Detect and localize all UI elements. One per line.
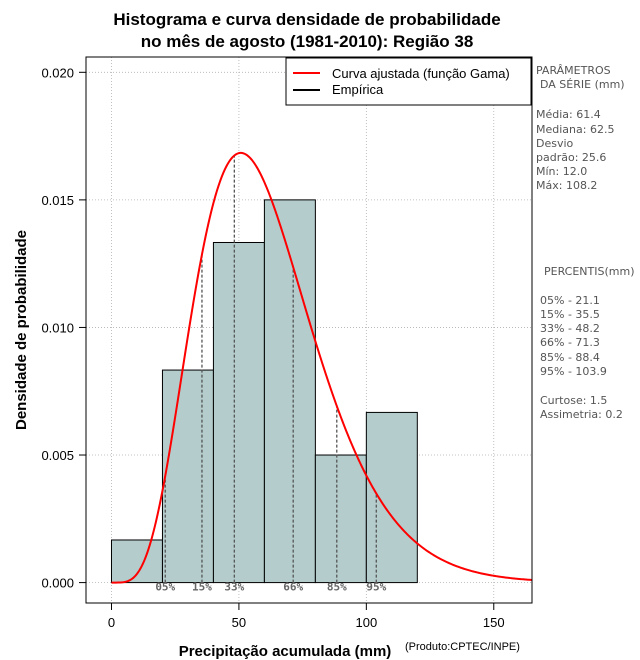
y-tick-label: 0.020 bbox=[41, 65, 74, 80]
histogram-bar bbox=[110, 539, 163, 584]
product-credit: (Produto:CPTEC/INPE) bbox=[405, 641, 520, 653]
percentile-marker-label: 05% bbox=[155, 581, 175, 594]
x-tick-label: 0 bbox=[108, 615, 115, 630]
stat-deviation-label: Desvio bbox=[536, 137, 574, 150]
x-axis: 0 50 100 150 bbox=[108, 602, 505, 630]
stat-std-dev: padrão: 25.6 bbox=[536, 151, 606, 164]
percentile-85: 85% - 88.4 bbox=[540, 351, 600, 364]
percentile-labels: 05% 15% 33% 66% 85% 95% bbox=[155, 581, 386, 594]
percentile-header: PERCENTIS(mm) bbox=[544, 265, 635, 278]
stat-median: Mediana: 62.5 bbox=[536, 123, 614, 136]
percentile-marker-label: 33% bbox=[224, 581, 244, 594]
x-tick-label: 50 bbox=[232, 615, 246, 630]
histogram-bar bbox=[161, 369, 214, 584]
percentile-marker-label: 85% bbox=[327, 581, 347, 594]
histogram-bar bbox=[212, 241, 265, 584]
y-axis: 0.000 0.005 0.010 0.015 0.020 bbox=[41, 65, 86, 591]
histogram-bars bbox=[110, 199, 418, 584]
chart-title-line-1: Histograma e curva densidade de probabil… bbox=[113, 10, 500, 29]
percentile-marker-label: 66% bbox=[283, 581, 303, 594]
stat-max: Máx: 108.2 bbox=[536, 179, 597, 192]
histogram-bar bbox=[365, 411, 418, 584]
percentile-marker-label: 15% bbox=[192, 581, 212, 594]
y-tick-label: 0.005 bbox=[41, 448, 74, 463]
histogram-bar bbox=[314, 454, 367, 584]
legend-label-fit: Curva ajustada (função Gama) bbox=[332, 66, 510, 81]
percentile-markers bbox=[164, 155, 377, 583]
x-axis-label: Precipitação acumulada (mm) bbox=[179, 643, 392, 660]
x-tick-label: 150 bbox=[483, 615, 505, 630]
x-tick-label: 100 bbox=[355, 615, 377, 630]
stat-min: Mín: 12.0 bbox=[536, 165, 587, 178]
percentile-95: 95% - 103.9 bbox=[540, 365, 607, 378]
side-panel: PARÂMETROS DA SÉRIE (mm) Média: 61.4 Med… bbox=[536, 64, 635, 421]
y-tick-label: 0.010 bbox=[41, 320, 74, 335]
legend-box bbox=[285, 57, 532, 106]
series-header-line-1: PARÂMETROS bbox=[536, 64, 611, 77]
series-header-line-2: DA SÉRIE (mm) bbox=[540, 78, 625, 91]
percentile-05: 05% - 21.1 bbox=[540, 294, 600, 307]
stat-mean: Média: 61.4 bbox=[536, 108, 601, 121]
gamma-curve bbox=[111, 151, 533, 584]
legend: Curva ajustada (função Gama) Empírica bbox=[285, 57, 532, 106]
histogram-bar bbox=[263, 199, 316, 584]
percentile-66: 66% - 71.3 bbox=[540, 336, 600, 349]
percentile-marker-label: 95% bbox=[366, 581, 386, 594]
percentile-33: 33% - 48.2 bbox=[540, 322, 600, 335]
stat-kurtosis: Curtose: 1.5 bbox=[540, 394, 607, 407]
chart-title-line-2: no mês de agosto (1981-2010): Região 38 bbox=[141, 32, 474, 51]
y-tick-label: 0.000 bbox=[41, 576, 74, 591]
percentile-15: 15% - 35.5 bbox=[540, 308, 600, 321]
stat-skewness: Assimetria: 0.2 bbox=[540, 408, 623, 421]
y-tick-label: 0.015 bbox=[41, 193, 74, 208]
legend-label-empirical: Empírica bbox=[332, 82, 384, 97]
y-axis-label: Densidade de probabilidade bbox=[13, 230, 30, 430]
